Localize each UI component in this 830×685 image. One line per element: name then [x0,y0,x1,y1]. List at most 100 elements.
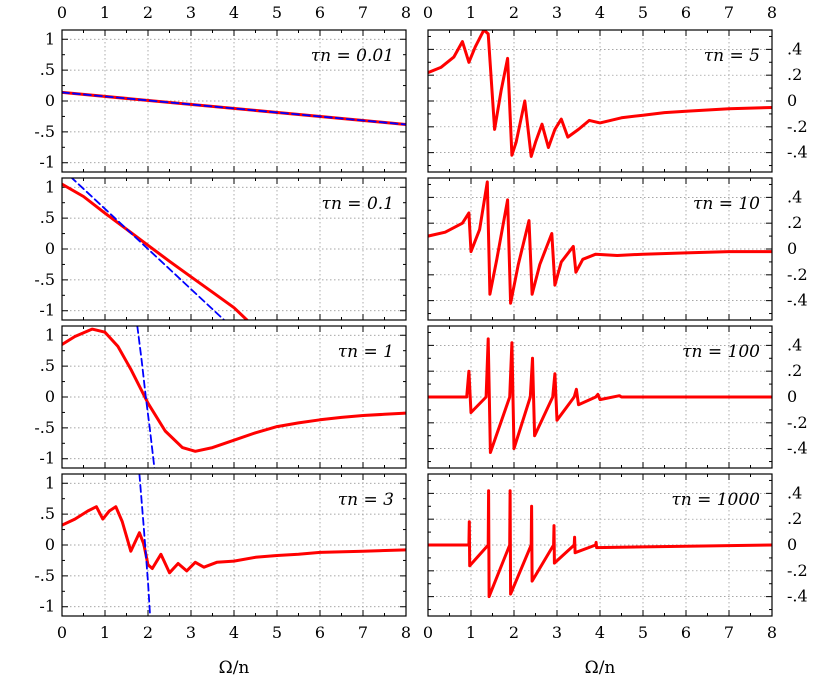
x-tick-label-top: 1 [466,3,476,22]
panel-annotation: τn = 10 [693,194,760,214]
x-tick-label-top: 0 [57,3,67,22]
y-tick-label: 0 [787,91,797,110]
panel-annotation: τn = 5 [704,46,760,66]
y-tick-label: -1 [39,301,55,320]
y-tick-label: .5 [40,208,55,227]
series-line-solid [428,489,772,599]
x-tick-label-bottom: 1 [466,623,476,642]
y-tick-label: .5 [40,60,55,79]
panel-frame [61,29,407,173]
y-tick-label: -.5 [34,270,55,289]
y-tick-label: -.4 [787,143,808,162]
y-tick-label: 1 [45,177,55,196]
x-tick-label-bottom: 7 [724,623,734,642]
y-tick-label: -.5 [34,122,55,141]
x-tick-label-top: 8 [767,3,777,22]
x-tick-label-top: 8 [401,3,411,22]
y-tick-label: .4 [787,187,802,206]
y-tick-label: 0 [45,91,55,110]
panel-left-2: τn = 0.1 -1 -.5 0 .5 1 [34,177,407,321]
x-tick-label-top: 3 [186,3,196,22]
y-tick-label: -.4 [787,439,808,458]
y-tick-label: -1 [39,597,55,616]
panel-frame [427,177,773,321]
x-axis-label-left: Ω/n [219,658,250,678]
panel-annotation: τn = 0.1 [322,194,394,214]
x-tick-label-bottom: 6 [681,623,691,642]
y-tick-label: -1 [39,449,55,468]
y-tick-label: .4 [787,39,802,58]
x-tick-label-bottom: 2 [143,623,153,642]
panel-frame [61,325,407,469]
y-tick-label: -.2 [787,117,808,136]
y-tick-label: .2 [787,361,802,380]
y-tick-label: .2 [787,65,802,84]
panel-frame [61,177,407,321]
panel-left-3: τn = 1 -1 -.5 0 .5 1 [34,325,407,469]
y-tick-label: 0 [45,239,55,258]
y-tick-label: -1 [39,153,55,172]
series-line-dashed [136,326,156,468]
x-tick-label-top: 5 [272,3,282,22]
y-tick-label: -.4 [787,291,808,310]
y-tick-label: -.2 [787,561,808,580]
x-tick-label-bottom: 5 [638,623,648,642]
panel-annotation: τn = 1000 [671,490,760,510]
y-tick-label: .5 [40,504,55,523]
y-tick-label: -.5 [34,418,55,437]
y-tick-label: 0 [787,387,797,406]
x-tick-label-top: 7 [358,3,368,22]
x-tick-label-top: 2 [143,3,153,22]
x-tick-label-bottom: 7 [358,623,368,642]
panel-frame [427,29,773,173]
y-tick-label: 1 [45,473,55,492]
panel-frame [427,325,773,469]
x-tick-label-bottom: 3 [186,623,196,642]
y-tick-label: -.4 [787,587,808,606]
y-tick-label: 1 [45,325,55,344]
x-tick-label-bottom: 4 [229,623,239,642]
panel-right-1: τn = 5 -.4 -.2 0 .2 .4 0 1 2 3 4 5 6 7 8 [423,3,808,173]
panel-left-1: τn = 0.01-1-.50.510 1 2 3 4 5 6 7 8 [34,3,411,173]
y-tick-label: 0 [45,387,55,406]
series-line-solid [428,30,772,158]
x-tick-label-bottom: 6 [315,623,325,642]
x-tick-label-top: 6 [681,3,691,22]
x-tick-label-bottom: 3 [552,623,562,642]
x-tick-label-bottom: 1 [100,623,110,642]
x-tick-label-top: 7 [724,3,734,22]
x-tick-label-top: 5 [638,3,648,22]
y-tick-label: .4 [787,335,802,354]
y-tick-label: -.5 [34,566,55,585]
x-tick-label-top: 1 [100,3,110,22]
y-tick-label: -.2 [787,413,808,432]
panel-annotation: τn = 1 [338,342,394,362]
series-line-dashed [70,178,226,320]
y-tick-label: 0 [787,535,797,554]
y-tick-label: 1 [45,29,55,48]
x-tick-label-bottom: 0 [423,623,433,642]
panel-right-4: τn = 1000 -.4 -.2 0 .2 .4 0 1 2 3 4 5 6 7 8 [423,473,808,642]
x-tick-label-bottom: 8 [767,623,777,642]
series-line-solid [62,505,406,575]
panel-annotation: τn = 100 [682,342,760,362]
y-tick-label: -.2 [787,265,808,284]
y-tick-label: .4 [787,483,802,502]
y-tick-label: .5 [40,356,55,375]
y-tick-label: 0 [787,239,797,258]
x-tick-label-bottom: 4 [595,623,605,642]
y-tick-label: .2 [787,213,802,232]
x-tick-label-bottom: 5 [272,623,282,642]
panel-right-3: τn = 100 -.4 -.2 0 .2 .4 [427,325,808,469]
x-tick-label-top: 3 [552,3,562,22]
panel-frame [61,473,407,617]
panel-annotation: τn = 0.01 [311,46,394,66]
x-tick-label-bottom: 0 [57,623,67,642]
panel-left-4: τn = 3 -1 -.5 0 .5 1 0 1 2 3 4 5 6 7 8 [34,473,411,642]
panel-frame [427,473,773,617]
x-tick-label-top: 4 [229,3,239,22]
y-tick-label: 0 [45,535,55,554]
x-tick-label-top: 6 [315,3,325,22]
series-line-solid [428,337,772,454]
